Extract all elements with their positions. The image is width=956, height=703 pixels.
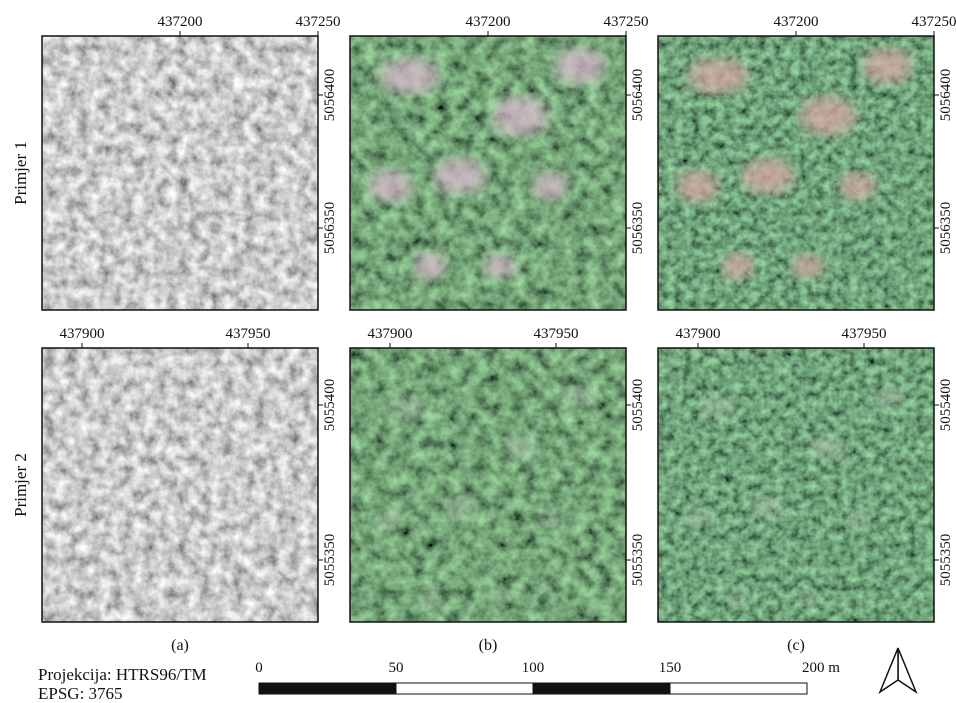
crown xyxy=(792,254,824,278)
crown xyxy=(503,436,537,460)
crown xyxy=(492,96,548,136)
x-coordinate: 437900 xyxy=(676,326,721,342)
crown xyxy=(847,510,869,527)
crown xyxy=(434,158,486,194)
projection-text: EPSG: 3765 xyxy=(38,684,123,703)
figure: Primjer 1 437200 437250 5056400 5056350 43720… xyxy=(0,0,956,703)
north-arrow xyxy=(880,648,916,692)
crown xyxy=(490,591,509,605)
crown xyxy=(484,254,516,278)
image-panel xyxy=(42,348,318,622)
crown xyxy=(685,508,711,527)
row-label: Primjer 1 xyxy=(11,141,30,205)
crown xyxy=(728,590,747,607)
crown xyxy=(420,590,439,607)
y-coordinate: 5055400 xyxy=(322,379,338,432)
y-coordinate: 5056400 xyxy=(938,69,954,122)
crown xyxy=(368,170,412,202)
image-panel xyxy=(350,348,626,622)
crown xyxy=(811,436,845,460)
x-coordinate: 437950 xyxy=(842,326,887,342)
crown xyxy=(392,397,428,419)
crown xyxy=(722,252,754,280)
y-coordinate: 5055400 xyxy=(630,379,646,432)
y-coordinate: 5055350 xyxy=(938,534,954,587)
crown xyxy=(873,387,903,409)
panel-label: (a) xyxy=(171,637,189,654)
scale-segment xyxy=(396,683,533,694)
y-coordinate: 5056350 xyxy=(938,202,954,255)
x-coordinate: 437250 xyxy=(912,14,956,30)
projection-text: Projekcija: HTRS96/TM xyxy=(38,665,207,684)
image-panel xyxy=(42,36,318,310)
scale-label: 200 m xyxy=(802,660,840,676)
scale-label: 0 xyxy=(255,660,263,676)
y-coordinate: 5055350 xyxy=(630,534,646,587)
x-coordinate: 437200 xyxy=(158,14,203,30)
image-texture xyxy=(42,348,318,622)
image-panel xyxy=(658,36,934,310)
crown xyxy=(742,158,794,194)
image-texture xyxy=(42,36,318,310)
panel-label: (b) xyxy=(479,637,498,654)
crown xyxy=(800,96,856,136)
scale-label: 100 xyxy=(522,660,545,676)
scale-label: 50 xyxy=(389,660,404,676)
x-coordinate: 437250 xyxy=(604,14,649,30)
crown xyxy=(414,252,446,280)
scale-segment xyxy=(259,683,396,694)
crown xyxy=(444,497,475,519)
y-coordinate: 5056350 xyxy=(322,202,338,255)
y-coordinate: 5056350 xyxy=(630,202,646,255)
x-coordinate: 437200 xyxy=(466,14,511,30)
crown xyxy=(377,508,403,527)
x-coordinate: 437200 xyxy=(774,14,819,30)
scale-label: 150 xyxy=(659,660,682,676)
x-coordinate: 437250 xyxy=(296,14,341,30)
y-coordinate: 5056400 xyxy=(322,69,338,122)
scale-segment xyxy=(670,683,807,694)
y-coordinate: 5056400 xyxy=(630,69,646,122)
image-panel xyxy=(658,348,934,622)
crown xyxy=(752,497,783,519)
crown xyxy=(532,172,568,200)
crown xyxy=(688,58,748,94)
y-coordinate: 5055350 xyxy=(322,534,338,587)
crown xyxy=(539,510,561,527)
x-coordinate: 437900 xyxy=(368,326,413,342)
y-coordinate: 5055400 xyxy=(938,379,954,432)
crown xyxy=(565,387,595,409)
crown xyxy=(863,48,913,84)
image-panel xyxy=(350,36,626,310)
x-coordinate: 437950 xyxy=(226,326,271,342)
scale-segment xyxy=(533,683,670,694)
row-label: Primjer 2 xyxy=(11,453,30,517)
crown xyxy=(700,397,736,419)
crown xyxy=(676,170,720,202)
crown xyxy=(798,591,817,605)
crown xyxy=(840,172,876,200)
x-coordinate: 437900 xyxy=(60,326,105,342)
crown xyxy=(380,58,440,94)
panel-label: (c) xyxy=(787,637,805,654)
x-coordinate: 437950 xyxy=(534,326,579,342)
crown xyxy=(555,48,605,84)
